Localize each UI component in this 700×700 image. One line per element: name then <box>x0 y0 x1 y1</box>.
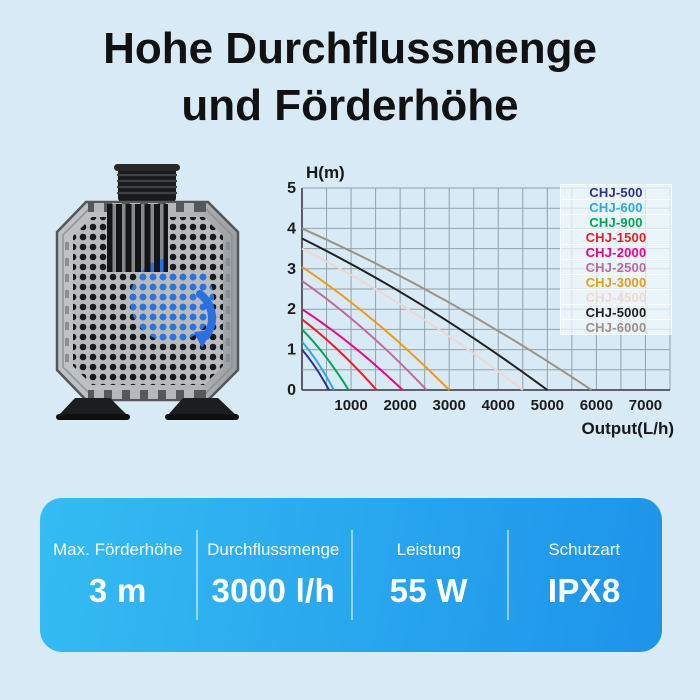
chart-tick-labels: 1000 2000 3000 4000 5000 6000 7000 0 1 2 3 4 5 <box>287 180 662 414</box>
legend-item-chj-2000: CHJ-2000 <box>560 244 672 260</box>
pump-svg <box>55 164 240 420</box>
legend-item-chj-500: CHJ-500 <box>560 184 672 200</box>
series-line-chj-2500 <box>301 280 428 391</box>
legend-item-chj-2500: CHJ-2500 <box>560 259 672 275</box>
series-line-chj-1500 <box>301 318 378 391</box>
x-tick-label: 1000 <box>334 397 367 414</box>
x-tick-label: 4000 <box>482 397 515 414</box>
y-tick-label: 4 <box>287 220 296 237</box>
series-line-chj-600 <box>301 340 335 391</box>
spec-divider <box>351 530 353 620</box>
pump-feet <box>56 398 239 420</box>
x-tick-label: 6000 <box>580 397 613 414</box>
spec-item-leistung: Leistung 55 W <box>351 540 507 610</box>
x-tick-label: 5000 <box>531 397 564 414</box>
legend-item-chj-900: CHJ-900 <box>560 214 672 230</box>
spec-value: 3000 l/h <box>211 572 335 609</box>
x-tick-label: 3000 <box>433 397 466 414</box>
spec-value: IPX8 <box>547 572 621 609</box>
spec-label: Leistung <box>396 540 461 559</box>
pump-image <box>48 162 248 430</box>
spec-label: Max. Förderhöhe <box>53 540 183 559</box>
spec-value: 55 W <box>389 572 468 609</box>
legend-item-chj-6000: CHJ-6000 <box>560 319 672 335</box>
series-line-chj-5000 <box>301 237 548 391</box>
y-tick-label: 1 <box>287 342 296 359</box>
pump-outlet-thread <box>114 164 180 202</box>
legend-item-chj-1500: CHJ-1500 <box>560 229 672 245</box>
chart-legend: CHJ-500 CHJ-600 CHJ-900 CHJ-1500 CHJ-2000 CHJ… <box>560 184 672 335</box>
spec-item-foerderhoehe: Max. Förderhöhe 3 m <box>40 540 196 610</box>
pump-impeller <box>130 258 214 342</box>
y-tick-label: 2 <box>287 301 296 318</box>
y-tick-label: 3 <box>287 261 296 278</box>
legend-item-chj-4500: CHJ-4500 <box>560 289 672 305</box>
legend-item-chj-5000: CHJ-5000 <box>560 304 672 320</box>
y-tick-label: 0 <box>287 382 296 399</box>
spec-item-durchflussmenge: Durchflussmenge 3000 l/h <box>196 540 352 610</box>
spec-divider <box>195 530 198 620</box>
x-tick-label: 2000 <box>383 397 416 414</box>
spec-label: Durchflussmenge <box>207 540 340 559</box>
spec-card: Max. Förderhöhe 3 m Durchflussmenge 3000… <box>40 498 662 652</box>
series-line-chj-500 <box>301 348 330 391</box>
y-tick-label: 5 <box>287 180 296 197</box>
legend-item-chj-600: CHJ-600 <box>560 199 672 215</box>
spec-label: Schutzart <box>548 540 621 559</box>
series-line-chj-900 <box>301 328 350 391</box>
legend-item-chj-3000: CHJ-3000 <box>560 274 672 290</box>
performance-chart: 1000 2000 3000 4000 5000 6000 7000 0 1 2 3 4 5 H(m) Ou… <box>282 158 687 448</box>
series-line-chj-6000 <box>301 227 593 391</box>
series-line-chj-2000 <box>301 308 404 391</box>
x-tick-label: 7000 <box>629 397 662 414</box>
series-line-chj-3000 <box>301 265 450 391</box>
spec-value: 3 m <box>88 572 147 609</box>
page-title-line1: Hohe Durchflussmenge <box>103 24 597 73</box>
spec-divider <box>506 530 509 620</box>
page-title-line2: und Förderhöhe <box>181 81 519 131</box>
x-axis-title: Output(L/h) <box>581 419 674 438</box>
y-axis-title: H(m) <box>306 163 345 182</box>
page-title: Hohe Durchflussmenge und Förderhöhe <box>0 20 700 134</box>
spec-item-schutzart: Schutzart IPX8 <box>507 540 663 610</box>
series-line-chj-4500 <box>301 247 524 391</box>
chart-series <box>301 227 593 391</box>
flow-arrow-icon <box>194 290 216 348</box>
